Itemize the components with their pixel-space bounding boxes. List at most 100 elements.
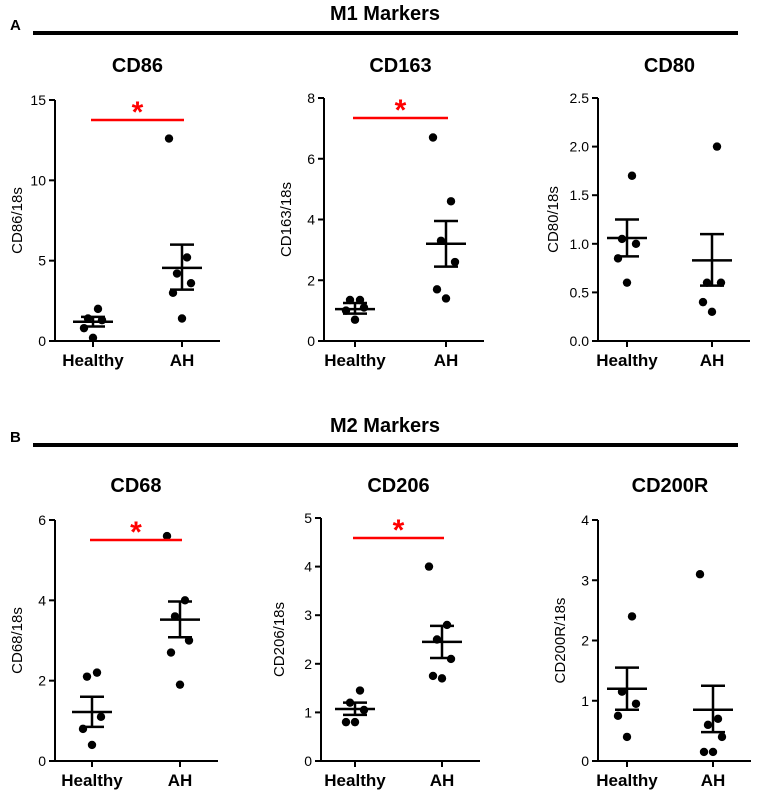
x-tick-label: Healthy bbox=[61, 771, 123, 790]
plot-cd206: CD206 CD206/18s 0 1 2 3 4 5 Healthy AH * bbox=[271, 475, 480, 790]
y-tick-label: 2.5 bbox=[570, 90, 590, 106]
data-point bbox=[441, 294, 451, 303]
data-point bbox=[164, 134, 174, 143]
x-tick-label: Healthy bbox=[324, 351, 386, 370]
panel-title-b: M2 Markers bbox=[330, 415, 440, 437]
y-tick-label: 2 bbox=[304, 656, 312, 672]
data-point bbox=[432, 285, 442, 294]
y-tick-label: 1.5 bbox=[570, 187, 590, 203]
data-point bbox=[613, 711, 623, 721]
y-tick-label: 1 bbox=[304, 704, 312, 720]
x-tick-label: AH bbox=[700, 351, 725, 370]
y-tick-label: 4 bbox=[307, 212, 315, 228]
x-tick-label: Healthy bbox=[596, 351, 658, 370]
y-tick-label: 2 bbox=[581, 633, 589, 649]
y-tick-label: 2.0 bbox=[570, 139, 590, 155]
data-point bbox=[182, 253, 192, 262]
x-tick-label: AH bbox=[170, 351, 195, 370]
y-tick-label: 4 bbox=[581, 512, 589, 528]
chart-title: CD163 bbox=[369, 55, 431, 77]
significance-star: * bbox=[130, 516, 142, 549]
data-point bbox=[177, 314, 187, 323]
data-point bbox=[166, 648, 176, 657]
data-point bbox=[712, 142, 722, 151]
significance-star: * bbox=[393, 514, 405, 547]
data-point bbox=[96, 712, 106, 722]
significance-star: * bbox=[395, 94, 407, 127]
data-point bbox=[93, 304, 103, 314]
data-point bbox=[698, 297, 708, 307]
data-point bbox=[82, 672, 92, 681]
y-tick-label: 2 bbox=[307, 272, 315, 288]
data-point bbox=[713, 714, 723, 724]
y-tick-label: 0.5 bbox=[570, 284, 590, 300]
x-tick-label: Healthy bbox=[62, 351, 124, 370]
data-point bbox=[88, 333, 98, 342]
data-point bbox=[359, 303, 369, 312]
y-axis-label: CD206/18s bbox=[271, 602, 288, 677]
data-point bbox=[186, 278, 196, 288]
y-tick-label: 5 bbox=[304, 510, 312, 526]
data-point bbox=[424, 562, 434, 571]
data-point bbox=[350, 717, 360, 727]
y-tick-label: 4 bbox=[38, 592, 46, 608]
significance-star: * bbox=[132, 96, 144, 129]
y-tick-label: 1 bbox=[581, 693, 589, 709]
data-point bbox=[79, 323, 89, 333]
x-tick-label: AH bbox=[701, 771, 726, 790]
y-axis-label: CD200R/18s bbox=[552, 598, 569, 684]
y-tick-label: 6 bbox=[307, 151, 315, 167]
data-point bbox=[446, 197, 456, 206]
panel-letter-a: A bbox=[10, 17, 21, 34]
data-point bbox=[627, 612, 637, 621]
x-tick-label: AH bbox=[434, 351, 459, 370]
data-point bbox=[428, 133, 438, 142]
plot-cd68: CD68 CD68/18s 0 2 4 6 Healthy AH * bbox=[9, 475, 218, 790]
x-tick-label: AH bbox=[168, 771, 193, 790]
data-point bbox=[627, 171, 637, 180]
x-tick-label: Healthy bbox=[596, 771, 658, 790]
y-tick-label: 0 bbox=[581, 753, 589, 769]
y-tick-label: 0.0 bbox=[570, 333, 590, 349]
y-tick-label: 3 bbox=[581, 572, 589, 588]
y-tick-label: 2 bbox=[38, 673, 46, 689]
data-point bbox=[622, 278, 632, 287]
plot-cd163: CD163 CD163/18s 0 2 4 6 8 Healthy AH * bbox=[278, 55, 484, 370]
y-axis-label: CD163/18s bbox=[278, 182, 295, 257]
data-point bbox=[175, 680, 185, 689]
x-tick-label: AH bbox=[430, 771, 455, 790]
y-tick-label: 4 bbox=[304, 559, 312, 575]
panel-a-header: A M1 Markers bbox=[10, 3, 738, 35]
data-point bbox=[341, 717, 351, 727]
panel-title-a: M1 Markers bbox=[330, 3, 440, 25]
plot-cd200r: CD200R CD200R/18s 0 1 2 3 4 Healthy AH bbox=[552, 475, 751, 790]
data-point bbox=[699, 747, 709, 757]
data-point bbox=[87, 740, 97, 750]
chart-title: CD206 bbox=[367, 475, 429, 497]
data-point bbox=[622, 732, 632, 742]
y-tick-label: 6 bbox=[38, 512, 46, 528]
y-tick-label: 8 bbox=[307, 90, 315, 106]
data-point bbox=[350, 315, 360, 324]
y-tick-label: 0 bbox=[38, 333, 46, 349]
data-point bbox=[703, 720, 713, 730]
chart-title: CD80 bbox=[644, 55, 695, 77]
y-tick-label: 5 bbox=[38, 253, 46, 269]
y-tick-label: 0 bbox=[307, 333, 315, 349]
panel-b-header: B M2 Markers bbox=[10, 415, 738, 447]
y-tick-label: 1.0 bbox=[570, 236, 590, 252]
data-point bbox=[92, 668, 102, 677]
y-axis-label: CD86/18s bbox=[9, 187, 26, 254]
data-point bbox=[450, 257, 460, 267]
data-point bbox=[437, 674, 447, 683]
plot-cd86: CD86 CD86/18s 0 5 10 15 Healthy AH * bbox=[9, 55, 220, 370]
data-point bbox=[172, 269, 182, 278]
data-point bbox=[631, 239, 641, 248]
chart-title: CD200R bbox=[632, 475, 709, 497]
y-axis-label: CD80/18s bbox=[545, 186, 562, 253]
panel-letter-b: B bbox=[10, 429, 21, 446]
data-point bbox=[717, 732, 727, 742]
data-point bbox=[695, 570, 705, 579]
chart-title: CD68 bbox=[110, 475, 161, 497]
